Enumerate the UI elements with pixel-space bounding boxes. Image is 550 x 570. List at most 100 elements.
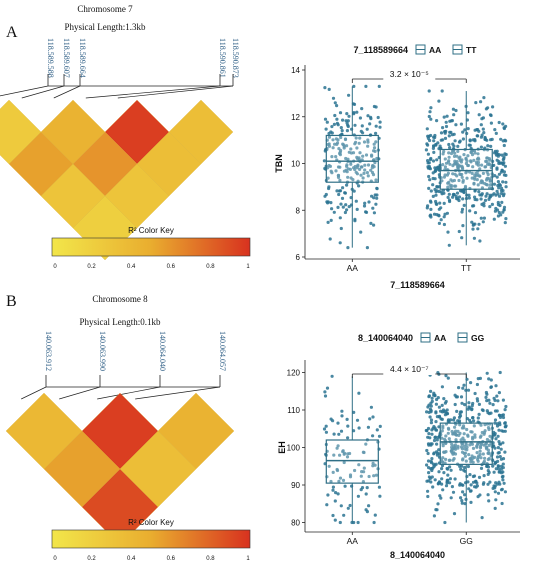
data-point — [489, 378, 493, 382]
data-point — [471, 222, 476, 226]
snp-connector — [21, 386, 47, 400]
data-point — [435, 442, 439, 446]
data-point — [376, 115, 380, 120]
data-point — [359, 474, 363, 478]
data-point — [453, 393, 457, 397]
data-point — [457, 198, 461, 203]
data-point — [336, 444, 340, 448]
data-point — [338, 178, 342, 182]
data-point — [454, 108, 458, 113]
data-point — [369, 221, 373, 225]
data-point — [442, 215, 446, 219]
snp-label: 140.064.040 — [158, 331, 167, 371]
data-point — [426, 489, 430, 493]
data-point — [484, 107, 488, 111]
data-point — [462, 444, 466, 448]
data-point — [454, 184, 458, 188]
data-point — [426, 459, 431, 463]
data-point — [489, 138, 493, 142]
data-point — [464, 171, 468, 175]
data-point — [328, 164, 332, 168]
data-point — [493, 209, 497, 213]
data-point — [463, 447, 467, 451]
data-point — [493, 446, 497, 450]
data-point — [440, 467, 444, 471]
data-point — [359, 230, 363, 234]
data-point — [364, 84, 368, 88]
data-point — [352, 84, 356, 88]
data-point — [338, 453, 342, 457]
data-point — [333, 142, 337, 146]
data-point — [498, 442, 502, 446]
data-point — [345, 183, 349, 187]
data-point — [501, 415, 506, 420]
data-point — [339, 226, 343, 231]
data-point — [347, 205, 351, 209]
data-point — [491, 105, 495, 109]
data-point — [470, 176, 474, 180]
data-point — [494, 384, 498, 388]
data-point — [327, 185, 331, 189]
data-point — [322, 427, 327, 431]
data-point — [497, 428, 501, 432]
data-point — [473, 211, 478, 215]
data-point — [482, 201, 486, 205]
data-point — [440, 482, 444, 486]
data-point — [472, 424, 476, 428]
data-point — [447, 192, 451, 196]
snp-connector — [85, 85, 221, 99]
data-point — [334, 169, 338, 173]
data-point — [323, 390, 327, 394]
data-point — [424, 428, 428, 433]
data-point — [466, 111, 470, 115]
data-point — [496, 192, 500, 196]
data-point — [372, 474, 376, 478]
data-point — [440, 410, 444, 414]
data-point — [334, 491, 338, 495]
data-point — [449, 178, 453, 182]
data-point — [455, 191, 460, 195]
data-point — [487, 377, 491, 381]
data-point — [467, 193, 471, 197]
data-point — [335, 467, 339, 472]
data-point — [504, 217, 508, 221]
data-point — [501, 429, 505, 433]
data-point — [426, 451, 430, 456]
data-point — [361, 176, 365, 180]
data-point — [435, 438, 439, 442]
data-point — [428, 436, 432, 440]
data-point — [485, 371, 489, 375]
data-point — [366, 425, 370, 429]
data-point — [433, 166, 437, 170]
data-point — [429, 200, 433, 204]
data-point — [464, 157, 468, 161]
data-point — [331, 513, 335, 518]
data-point — [367, 200, 371, 204]
data-point — [444, 161, 449, 165]
data-point — [461, 178, 465, 183]
data-point — [467, 453, 471, 457]
data-point — [477, 475, 482, 479]
data-point — [456, 144, 460, 148]
data-point — [369, 117, 373, 121]
legend-label: AA — [434, 333, 446, 343]
data-point — [471, 138, 475, 142]
data-point — [342, 513, 346, 517]
data-point — [377, 84, 381, 88]
data-point — [496, 482, 500, 486]
data-point — [484, 390, 488, 395]
data-point — [499, 137, 503, 141]
data-point — [431, 159, 436, 163]
data-point — [488, 113, 493, 117]
data-point — [485, 177, 489, 181]
data-point — [459, 496, 463, 500]
snp-connector — [53, 85, 81, 99]
data-point — [443, 136, 448, 140]
data-point — [365, 171, 369, 175]
data-point — [366, 138, 370, 142]
data-point — [502, 157, 506, 161]
data-point — [450, 133, 454, 137]
data-point — [347, 114, 351, 118]
data-point — [429, 156, 433, 161]
data-point — [498, 413, 502, 418]
